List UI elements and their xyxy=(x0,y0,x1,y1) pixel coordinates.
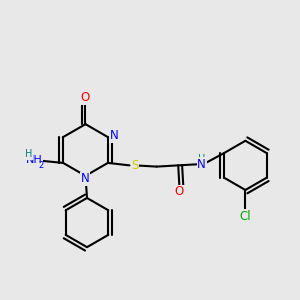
Text: 2: 2 xyxy=(39,160,44,169)
Text: O: O xyxy=(175,185,184,198)
Text: N: N xyxy=(110,129,118,142)
Text: Cl: Cl xyxy=(240,210,251,223)
Text: S: S xyxy=(131,159,139,172)
Text: NH: NH xyxy=(26,155,42,165)
Text: N: N xyxy=(197,158,206,171)
Text: H: H xyxy=(25,149,32,159)
Text: O: O xyxy=(81,91,90,104)
Text: H: H xyxy=(198,154,205,164)
Text: N: N xyxy=(80,172,89,185)
